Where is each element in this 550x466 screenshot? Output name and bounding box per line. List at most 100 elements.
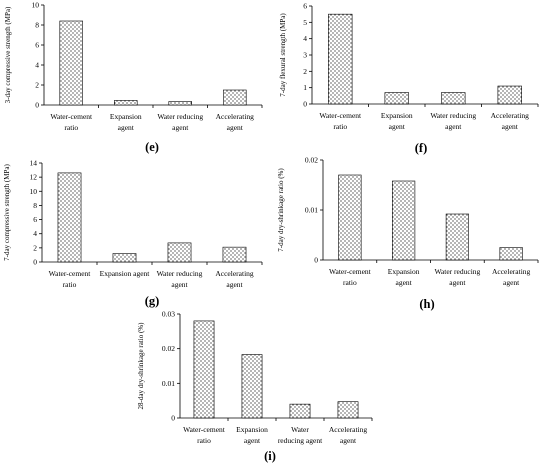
panel-label: (e) <box>145 140 159 154</box>
x-category-label: Accelerating <box>492 267 531 276</box>
x-category-label: Accelerating <box>215 269 254 278</box>
x-category-label: Water-cement <box>49 269 92 278</box>
x-category-label: agent <box>227 123 244 132</box>
y-tick-label: 3 <box>303 51 307 60</box>
x-category-label: agent <box>118 123 135 132</box>
y-tick-label: 6 <box>33 215 37 224</box>
x-category-label: Water reducing <box>434 267 480 276</box>
y-tick-label: 0.02 <box>162 344 175 353</box>
x-category-label: Water-cement <box>329 267 372 276</box>
y-axis-title: 28-day dry-shrinkage ratio (%) <box>137 322 145 410</box>
chart-panel: 0 2 4 6 8 10 12 14 Water-cement ratio Expansion ag… <box>3 159 263 308</box>
bar <box>441 92 466 105</box>
x-category-label: Accelerating <box>216 112 255 121</box>
y-tick-label: 0.01 <box>305 206 318 215</box>
panel-label: (f) <box>415 141 428 155</box>
x-category-label: ratio <box>333 122 347 131</box>
panel-label: (g) <box>145 294 160 308</box>
y-axis-title: 3-day compressive strength (MPa) <box>4 6 12 103</box>
x-category-label: agent <box>449 278 466 287</box>
bar <box>59 20 83 106</box>
y-tick-label: 0 <box>35 101 39 110</box>
bar <box>241 354 263 419</box>
x-category-label: agent <box>503 278 520 287</box>
chart-panel: 0 0.01 0.02 Water-cement ratio Expansion agent… <box>277 156 539 311</box>
x-category-label: Water <box>291 425 309 434</box>
x-category-label: agent <box>396 278 413 287</box>
bar <box>337 401 359 419</box>
bar <box>392 180 416 261</box>
bar <box>497 85 522 105</box>
x-category-label: agent <box>244 436 261 445</box>
bar <box>384 92 409 105</box>
y-tick-label: 1 <box>303 83 307 92</box>
x-category-label: reducing agent <box>278 436 323 445</box>
bar <box>168 101 192 106</box>
y-axis-title: 7-day compressive strength (MPa) <box>3 164 11 261</box>
y-tick-label: 12 <box>30 173 38 182</box>
bar <box>222 246 247 263</box>
bar <box>445 213 469 261</box>
y-tick-label: 0 <box>33 258 37 267</box>
x-category-label: Expansion <box>381 111 413 120</box>
y-tick-label: 8 <box>35 21 39 30</box>
y-tick-label: 10 <box>30 187 38 196</box>
x-category-label: Expansion agent <box>100 269 151 278</box>
bar <box>112 253 137 263</box>
y-tick-label: 6 <box>303 2 307 11</box>
y-tick-label: 2 <box>303 67 307 76</box>
y-tick-label: 6 <box>35 41 39 50</box>
y-tick-label: 4 <box>33 229 37 238</box>
bar <box>328 13 353 105</box>
y-tick-label: 0 <box>303 100 307 109</box>
x-category-label: Water reducing <box>430 111 476 120</box>
y-tick-label: 14 <box>30 159 38 168</box>
x-category-label: agent <box>389 122 406 131</box>
y-tick-label: 2 <box>33 243 37 252</box>
y-tick-label: 0.02 <box>305 156 318 165</box>
chart-panel: 0 2 4 6 8 10 Water-cement ratio Expansion agent Wa… <box>4 1 263 154</box>
bar <box>223 89 247 106</box>
x-category-label: agent <box>226 280 243 289</box>
x-category-label: Water-cement <box>319 111 362 120</box>
y-axis-title: 7-day dry-shrinkage ratio (%) <box>277 168 285 252</box>
x-category-label: Water-cement <box>50 112 93 121</box>
chart-panel: 0 1 2 3 4 5 6 Water-cement ratio Expansion agent Wa… <box>279 2 539 155</box>
y-tick-label: 0.01 <box>162 379 175 388</box>
x-category-label: Expansion <box>388 267 420 276</box>
panel-label: (h) <box>419 297 434 311</box>
bar <box>167 242 192 263</box>
charts-root: 0246810Water-cementratioExpansionagentWa… <box>3 1 539 463</box>
x-category-label: agent <box>502 122 519 131</box>
y-tick-label: 0 <box>171 414 175 423</box>
x-category-label: agent <box>340 436 357 445</box>
x-category-label: ratio <box>197 436 211 445</box>
x-category-label: Accelerating <box>329 425 368 434</box>
bar <box>193 320 215 419</box>
y-tick-label: 4 <box>303 34 307 43</box>
y-tick-label: 0.03 <box>162 310 175 319</box>
bar <box>499 247 523 261</box>
x-category-label: Expansion <box>236 425 268 434</box>
x-category-label: agent <box>172 123 189 132</box>
y-tick-label: 10 <box>32 1 40 10</box>
y-tick-label: 4 <box>35 61 39 70</box>
y-tick-label: 5 <box>303 18 307 27</box>
x-category-label: Accelerating <box>491 111 530 120</box>
bar <box>57 172 82 263</box>
y-tick-label: 0 <box>314 256 318 265</box>
x-category-label: Water reducing <box>157 269 203 278</box>
x-category-label: Water reducing <box>157 112 203 121</box>
x-category-label: ratio <box>343 278 357 287</box>
x-category-label: ratio <box>63 280 77 289</box>
y-tick-label: 2 <box>35 81 39 90</box>
bar <box>114 100 138 106</box>
x-category-label: ratio <box>64 123 78 132</box>
x-category-label: agent <box>445 122 462 131</box>
y-tick-label: 8 <box>33 201 37 210</box>
panel-label: (i) <box>264 449 276 463</box>
x-category-label: Water-cement <box>183 425 226 434</box>
x-category-label: agent <box>171 280 188 289</box>
bar <box>289 403 311 419</box>
